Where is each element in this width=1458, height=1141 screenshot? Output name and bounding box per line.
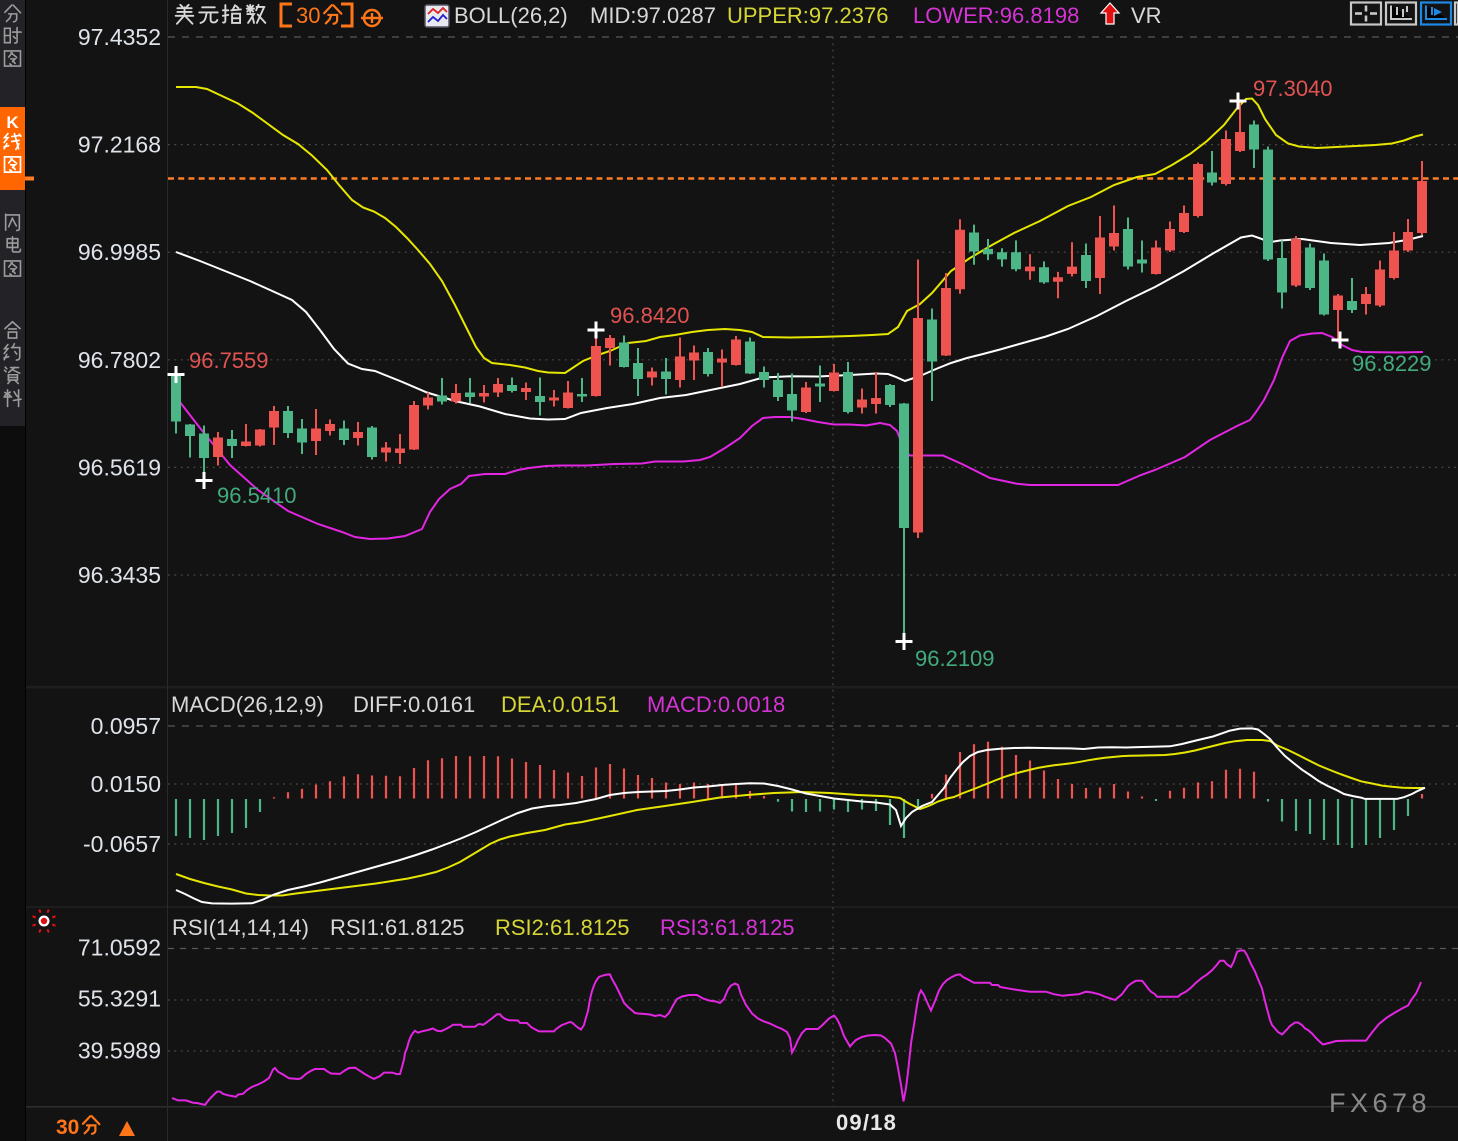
- svg-text:-0.0657: -0.0657: [83, 831, 161, 857]
- svg-text:0.0150: 0.0150: [91, 771, 161, 797]
- svg-text:30: 30: [296, 3, 320, 28]
- svg-text:97.4352: 97.4352: [78, 24, 161, 50]
- svg-text:BOLL(26,2): BOLL(26,2): [454, 3, 568, 28]
- svg-text:39.5989: 39.5989: [78, 1038, 161, 1064]
- svg-text:96.5410: 96.5410: [217, 483, 297, 508]
- svg-text:UPPER:97.2376: UPPER:97.2376: [727, 3, 888, 28]
- svg-text:K: K: [6, 113, 19, 132]
- svg-text:97.2168: 97.2168: [78, 132, 161, 158]
- svg-text:96.8420: 96.8420: [610, 303, 690, 328]
- svg-text:RSI3:61.8125: RSI3:61.8125: [660, 915, 795, 940]
- svg-text:71.0592: 71.0592: [78, 935, 161, 961]
- svg-text:FX678: FX678: [1329, 1088, 1431, 1118]
- svg-text:96.9985: 96.9985: [78, 239, 161, 265]
- svg-text:97.3040: 97.3040: [1253, 76, 1333, 101]
- svg-text:96.7802: 96.7802: [78, 347, 161, 373]
- svg-text:96.8229: 96.8229: [1352, 351, 1432, 376]
- svg-text:RSI2:61.8125: RSI2:61.8125: [495, 915, 630, 940]
- svg-text:96.5619: 96.5619: [78, 454, 161, 480]
- svg-text:09/18: 09/18: [836, 1110, 897, 1135]
- svg-text:55.3291: 55.3291: [78, 986, 161, 1012]
- svg-text:30: 30: [56, 1116, 79, 1139]
- svg-text:RSI1:61.8125: RSI1:61.8125: [330, 915, 465, 940]
- svg-text:DEA:0.0151: DEA:0.0151: [501, 692, 620, 717]
- svg-text:MACD(26,12,9): MACD(26,12,9): [171, 692, 324, 717]
- svg-text:MID:97.0287: MID:97.0287: [590, 3, 716, 28]
- svg-text:VR: VR: [1131, 3, 1162, 28]
- svg-text:96.7559: 96.7559: [189, 348, 269, 373]
- svg-text:LOWER:96.8198: LOWER:96.8198: [913, 3, 1079, 28]
- svg-text:DIFF:0.0161: DIFF:0.0161: [353, 692, 475, 717]
- svg-text:RSI(14,14,14): RSI(14,14,14): [172, 915, 309, 940]
- svg-text:MACD:0.0018: MACD:0.0018: [647, 692, 785, 717]
- svg-text:0.0957: 0.0957: [91, 713, 161, 739]
- svg-text:96.3435: 96.3435: [78, 562, 161, 588]
- svg-text:96.2109: 96.2109: [915, 646, 995, 671]
